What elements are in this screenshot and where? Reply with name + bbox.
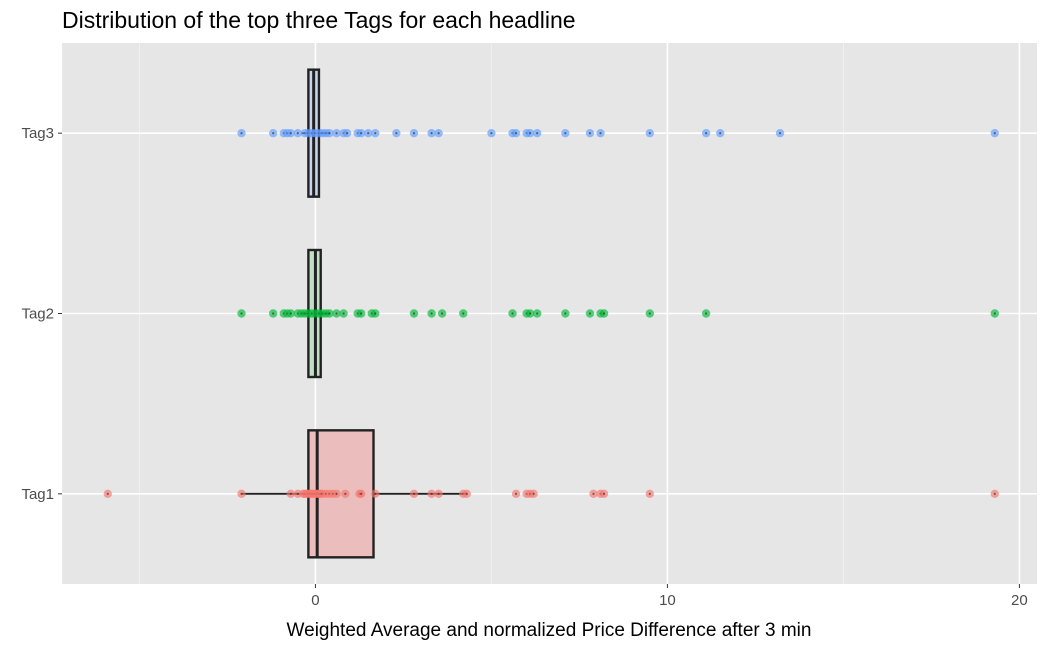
point-center: [705, 132, 708, 135]
point-center: [374, 492, 377, 495]
point-center: [536, 132, 539, 135]
point-center: [993, 492, 996, 495]
point-center: [599, 132, 602, 135]
y-tick-label: Tag3: [21, 125, 54, 142]
point-center: [648, 312, 651, 315]
point-center: [705, 312, 708, 315]
point-center: [395, 132, 398, 135]
point-center: [511, 312, 514, 315]
point-center: [592, 492, 595, 495]
point-center: [465, 492, 468, 495]
point-center: [240, 312, 243, 315]
point-center: [374, 312, 377, 315]
point-center: [602, 312, 606, 315]
point-center: [529, 132, 532, 135]
point-center: [778, 132, 782, 135]
point-center: [346, 132, 349, 135]
x-tick-label: 20: [1011, 592, 1028, 609]
point-center: [360, 492, 363, 495]
point-center: [588, 132, 592, 135]
point-center: [602, 492, 606, 495]
point-center: [360, 132, 363, 135]
point-center: [648, 492, 651, 495]
point-center: [412, 492, 416, 495]
point-center: [335, 492, 338, 495]
point-center: [328, 312, 331, 315]
point-center: [993, 132, 996, 135]
point-center: [374, 132, 377, 135]
point-center: [296, 492, 299, 495]
x-axis-title: Weighted Average and normalized Price Di…: [287, 620, 812, 641]
point-center: [441, 312, 444, 315]
point-center: [437, 492, 440, 495]
point-center: [412, 312, 416, 315]
point-center: [328, 132, 331, 135]
x-tick-label: 0: [311, 592, 319, 609]
point-center: [437, 132, 440, 135]
y-tick-label: Tag1: [21, 486, 54, 503]
point-center: [588, 312, 592, 315]
point-center: [529, 312, 532, 315]
point-center: [532, 492, 535, 495]
point-center: [240, 132, 243, 135]
point-center: [344, 492, 347, 495]
point-center: [462, 312, 465, 315]
y-tick-label: Tag2: [21, 306, 54, 323]
point-center: [106, 492, 109, 495]
chart-title: Distribution of the top three Tags for e…: [62, 7, 576, 33]
point-center: [514, 132, 518, 135]
point-center: [564, 312, 567, 315]
points-layer: [103, 128, 999, 499]
point-center: [430, 312, 433, 315]
point-center: [335, 132, 338, 135]
point-center: [412, 132, 416, 135]
point-center: [289, 492, 292, 495]
point-center: [719, 132, 722, 135]
point-center: [335, 312, 338, 315]
x-tick-label: 10: [659, 592, 676, 609]
point-center: [430, 492, 433, 495]
point-center: [289, 132, 292, 135]
point-center: [514, 492, 518, 495]
point-center: [993, 312, 996, 315]
point-center: [240, 492, 243, 495]
point-center: [360, 312, 363, 315]
point-center: [289, 312, 292, 315]
point-center: [564, 132, 567, 135]
y-axis: Tag1 Tag2 Tag3: [21, 125, 62, 503]
point-center: [430, 132, 433, 135]
point-center: [490, 132, 493, 135]
point-center: [342, 312, 345, 315]
point-center: [536, 312, 539, 315]
point-center: [367, 132, 370, 135]
point-center: [272, 312, 275, 315]
point-center: [648, 132, 651, 135]
x-axis: 0 10 20: [311, 584, 1028, 609]
point-center: [272, 132, 275, 135]
point-center: [296, 132, 299, 135]
